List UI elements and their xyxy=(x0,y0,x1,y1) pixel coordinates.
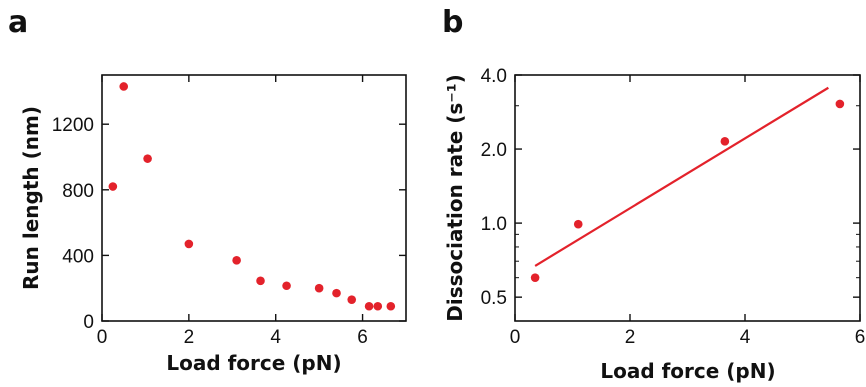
panel-label-b: b xyxy=(442,5,463,40)
y-tick-label: 400 xyxy=(62,246,94,267)
chart-a-plot-frame xyxy=(101,74,407,322)
chart-a-y-axis-title: Run length (nm) xyxy=(19,106,43,290)
x-tick-label: 6 xyxy=(855,327,866,348)
y-tick-label: 1.0 xyxy=(481,214,507,235)
data-point xyxy=(573,219,583,229)
data-point xyxy=(282,281,291,291)
data-point xyxy=(119,82,129,91)
x-tick-label: 0 xyxy=(97,327,108,348)
chart-b-points xyxy=(530,99,845,282)
chart-b-plot-frame xyxy=(514,74,861,322)
data-point xyxy=(364,301,374,311)
chart-a-ticks: 0 2 4 6 0 400 800 1200 xyxy=(52,75,406,348)
chart-b-x-axis-title: Load force (pN) xyxy=(600,359,775,383)
y-tick-label: 0.5 xyxy=(481,288,507,309)
x-tick-label: 4 xyxy=(740,327,751,348)
y-tick-label: 1200 xyxy=(52,115,94,136)
data-point xyxy=(530,273,540,282)
chart-b-y-axis-title: Dissociation rate (s⁻¹) xyxy=(443,74,467,322)
data-point xyxy=(256,276,265,286)
chart-a: 0 2 4 6 0 400 800 1200 Load force (pN) Run leng… xyxy=(19,74,407,375)
data-point xyxy=(720,137,730,146)
x-tick-label: 2 xyxy=(184,327,195,348)
y-tick-label: 2.0 xyxy=(481,140,507,161)
data-point xyxy=(373,301,383,311)
data-point xyxy=(347,295,357,304)
data-point xyxy=(314,283,324,293)
data-point xyxy=(835,99,845,109)
chart-a-x-axis-title: Load force (pN) xyxy=(166,351,341,375)
data-point xyxy=(232,256,241,265)
x-tick-label: 2 xyxy=(625,327,636,348)
panel-label-a: a xyxy=(8,5,28,40)
x-tick-label: 6 xyxy=(357,327,368,348)
y-tick-label: 4.0 xyxy=(481,66,507,87)
data-point xyxy=(386,301,396,311)
x-tick-label: 0 xyxy=(510,327,521,348)
x-tick-label: 4 xyxy=(270,327,281,348)
chart-a-points xyxy=(108,82,396,311)
data-point xyxy=(143,154,152,163)
chart-b: 0 2 4 6 0.5 1.0 2.0 4.0 Load force (pN) Dissoci… xyxy=(443,66,865,383)
chart-b-ticks: 0 2 4 6 0.5 1.0 2.0 4.0 xyxy=(481,66,866,348)
data-point xyxy=(108,182,118,191)
chart-b-fit-line xyxy=(534,86,829,267)
data-point xyxy=(184,239,194,249)
y-tick-label: 800 xyxy=(62,181,94,202)
y-tick-label: 0 xyxy=(83,312,94,333)
data-point xyxy=(332,288,341,298)
